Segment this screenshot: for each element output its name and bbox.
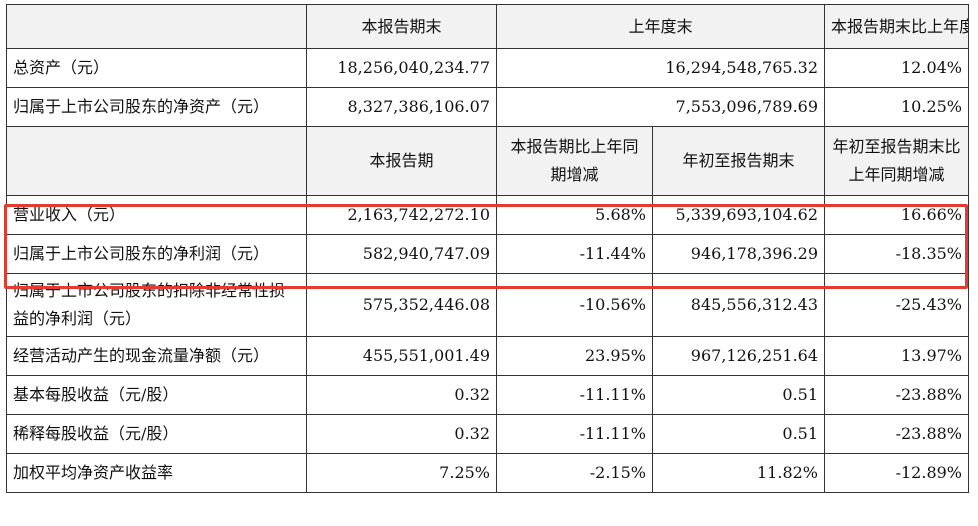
mid-header-period: 本报告期 [306, 126, 497, 196]
top-header-current: 本报告期末 [306, 4, 497, 49]
top-header-empty [6, 4, 307, 49]
cell-ytd: 0.51 [651, 414, 826, 454]
row-label: 营业收入（元） [6, 195, 307, 235]
cell-period: 7.25% [306, 453, 497, 493]
row-label: 总资产（元） [6, 48, 307, 88]
cell-ytd-change: -23.88% [824, 375, 970, 415]
row-label: 归属于上市公司股东的扣除非经常性损益的净利润（元） [6, 273, 307, 337]
cell-ytd-change: 16.66% [824, 195, 970, 235]
table-row: 基本每股收益（元/股） 0.32 -11.11% 0.51 -23.88% [6, 375, 970, 415]
table-row: 加权平均净资产收益率 7.25% -2.15% 11.82% -12.89% [6, 453, 970, 493]
mid-header-ytd: 年初至报告期末 [651, 126, 826, 196]
cell-period-change: -11.11% [496, 375, 653, 415]
table-row: 经营活动产生的现金流量净额（元） 455,551,001.49 23.95% 9… [6, 336, 970, 376]
top-header-prior: 上年度末 [495, 4, 826, 49]
cell-prior: 7,553,096,789.69 [495, 87, 826, 127]
cell-ytd: 845,556,312.43 [651, 273, 826, 337]
top-header-change: 本报告期末比上年度末增减 [824, 4, 970, 49]
financial-table: 本报告期末 上年度末 本报告期末比上年度末增减 总资产（元） 18,256,04… [6, 4, 970, 493]
cell-change: 10.25% [824, 87, 970, 127]
cell-period-change: -2.15% [496, 453, 653, 493]
cell-ytd-change: -25.43% [824, 273, 970, 337]
cell-ytd: 967,126,251.64 [651, 336, 826, 376]
mid-header-ytd-change: 年初至报告期末比上年同期增减 [824, 126, 970, 196]
row-label: 经营活动产生的现金流量净额（元） [6, 336, 307, 376]
row-label: 稀释每股收益（元/股） [6, 414, 307, 454]
row-label: 基本每股收益（元/股） [6, 375, 307, 415]
table-row: 归属于上市公司股东的扣除非经常性损益的净利润（元） 575,352,446.08… [6, 273, 970, 337]
cell-period: 0.32 [306, 375, 497, 415]
table-row: 归属于上市公司股东的净利润（元） 582,940,747.09 -11.44% … [6, 234, 970, 274]
cell-period: 0.32 [306, 414, 497, 454]
cell-period-change: -11.11% [496, 414, 653, 454]
cell-current: 18,256,040,234.77 [306, 48, 497, 88]
table-row: 稀释每股收益（元/股） 0.32 -11.11% 0.51 -23.88% [6, 414, 970, 454]
cell-ytd: 0.51 [651, 375, 826, 415]
row-label: 归属于上市公司股东的净利润（元） [6, 234, 307, 274]
mid-header-empty [6, 126, 307, 196]
cell-prior: 16,294,548,765.32 [495, 48, 826, 88]
cell-period-change: -11.44% [496, 234, 653, 274]
cell-ytd-change: 13.97% [824, 336, 970, 376]
cell-change: 12.04% [824, 48, 970, 88]
table-row: 归属于上市公司股东的净资产（元） 8,327,386,106.07 7,553,… [6, 87, 970, 127]
cell-ytd: 5,339,693,104.62 [651, 195, 826, 235]
cell-period-change: 5.68% [496, 195, 653, 235]
cell-period: 455,551,001.49 [306, 336, 497, 376]
top-header-row: 本报告期末 上年度末 本报告期末比上年度末增减 [6, 4, 970, 49]
cell-ytd: 11.82% [651, 453, 826, 493]
cell-period: 582,940,747.09 [306, 234, 497, 274]
cell-period-change: -10.56% [496, 273, 653, 337]
mid-header-period-change: 本报告期比上年同期增减 [496, 126, 653, 196]
cell-period: 2,163,742,272.10 [306, 195, 497, 235]
mid-header-row: 本报告期 本报告期比上年同期增减 年初至报告期末 年初至报告期末比上年同期增减 [6, 126, 970, 196]
cell-ytd-change: -23.88% [824, 414, 970, 454]
cell-ytd: 946,178,396.29 [651, 234, 826, 274]
table-row: 营业收入（元） 2,163,742,272.10 5.68% 5,339,693… [6, 195, 970, 235]
row-label: 加权平均净资产收益率 [6, 453, 307, 493]
cell-current: 8,327,386,106.07 [306, 87, 497, 127]
cell-period: 575,352,446.08 [306, 273, 497, 337]
cell-ytd-change: -18.35% [824, 234, 970, 274]
row-label: 归属于上市公司股东的净资产（元） [6, 87, 307, 127]
cell-ytd-change: -12.89% [824, 453, 970, 493]
table-row: 总资产（元） 18,256,040,234.77 16,294,548,765.… [6, 48, 970, 88]
cell-period-change: 23.95% [496, 336, 653, 376]
